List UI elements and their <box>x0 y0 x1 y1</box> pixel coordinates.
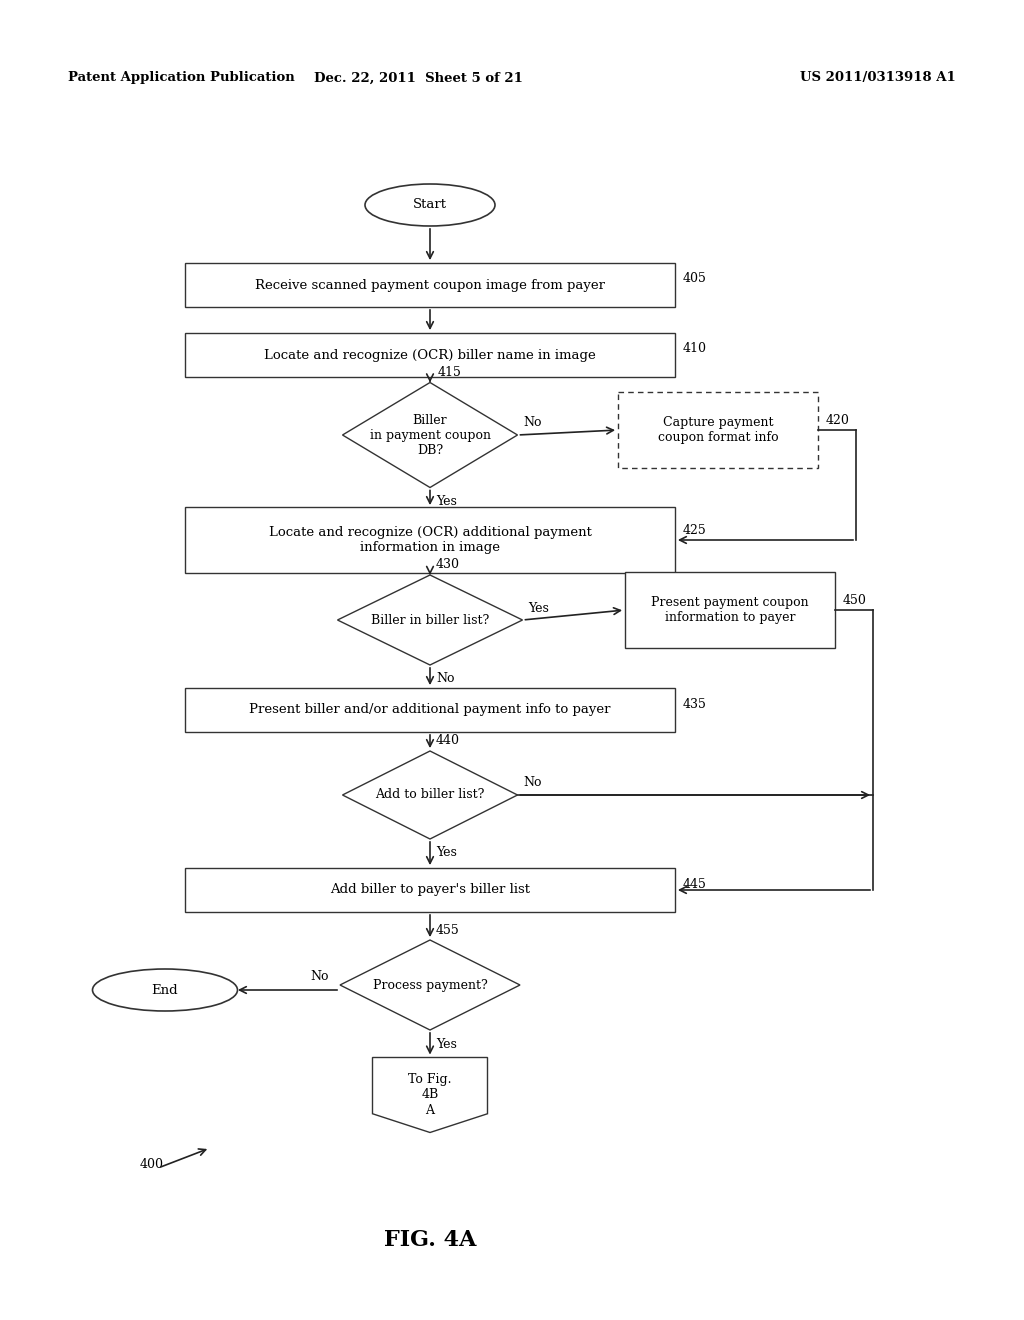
Text: Patent Application Publication: Patent Application Publication <box>68 71 295 84</box>
Text: Start: Start <box>413 198 447 211</box>
Text: Yes: Yes <box>436 846 457 859</box>
Ellipse shape <box>92 969 238 1011</box>
Text: 420: 420 <box>826 413 850 426</box>
Bar <box>185 507 675 573</box>
Text: 415: 415 <box>438 366 462 379</box>
Text: Present payment coupon
information to payer: Present payment coupon information to pa… <box>651 597 809 624</box>
Text: No: No <box>436 672 455 685</box>
Text: Yes: Yes <box>436 1038 457 1051</box>
Bar <box>185 688 675 733</box>
Ellipse shape <box>365 183 495 226</box>
Text: Capture payment
coupon format info: Capture payment coupon format info <box>657 416 778 444</box>
Bar <box>185 869 675 912</box>
Bar <box>625 572 835 648</box>
Text: 425: 425 <box>683 524 707 536</box>
Text: Process payment?: Process payment? <box>373 978 487 991</box>
Bar <box>185 333 675 378</box>
Text: 435: 435 <box>683 697 707 710</box>
Text: Present biller and/or additional payment info to payer: Present biller and/or additional payment… <box>249 704 610 717</box>
Text: No: No <box>310 969 329 982</box>
Text: Biller
in payment coupon
DB?: Biller in payment coupon DB? <box>370 413 490 457</box>
Text: US 2011/0313918 A1: US 2011/0313918 A1 <box>800 71 956 84</box>
Text: 440: 440 <box>436 734 460 747</box>
Text: Locate and recognize (OCR) biller name in image: Locate and recognize (OCR) biller name i… <box>264 348 596 362</box>
Text: Yes: Yes <box>436 495 457 508</box>
Bar <box>618 392 818 469</box>
Text: 410: 410 <box>683 342 707 355</box>
Text: 450: 450 <box>843 594 867 606</box>
Text: 445: 445 <box>683 878 707 891</box>
Text: FIG. 4A: FIG. 4A <box>384 1229 476 1251</box>
Text: Add biller to payer's biller list: Add biller to payer's biller list <box>330 883 530 896</box>
Text: Yes: Yes <box>528 602 549 615</box>
Text: To Fig.
4B
A: To Fig. 4B A <box>409 1073 452 1117</box>
Text: 455: 455 <box>436 924 460 936</box>
Polygon shape <box>338 576 522 665</box>
Text: End: End <box>152 983 178 997</box>
Polygon shape <box>342 383 517 487</box>
Text: Receive scanned payment coupon image from payer: Receive scanned payment coupon image fro… <box>255 279 605 292</box>
Bar <box>185 263 675 308</box>
Text: 430: 430 <box>436 558 460 572</box>
Text: No: No <box>523 776 542 789</box>
Text: No: No <box>523 417 542 429</box>
Text: 400: 400 <box>140 1159 164 1172</box>
Text: Locate and recognize (OCR) additional payment
information in image: Locate and recognize (OCR) additional pa… <box>268 525 592 554</box>
Text: Biller in biller list?: Biller in biller list? <box>371 614 489 627</box>
Text: Add to biller list?: Add to biller list? <box>376 788 484 801</box>
Polygon shape <box>373 1057 487 1133</box>
Polygon shape <box>340 940 520 1030</box>
Text: 405: 405 <box>683 272 707 285</box>
Polygon shape <box>342 751 517 840</box>
Text: Dec. 22, 2011  Sheet 5 of 21: Dec. 22, 2011 Sheet 5 of 21 <box>313 71 522 84</box>
